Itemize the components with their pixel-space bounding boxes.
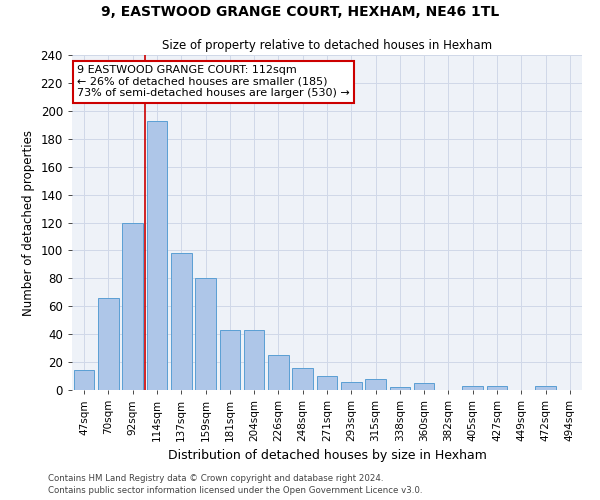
Bar — [220, 330, 240, 390]
Bar — [146, 120, 167, 390]
Bar — [122, 222, 143, 390]
Bar — [98, 298, 119, 390]
Title: Size of property relative to detached houses in Hexham: Size of property relative to detached ho… — [162, 40, 492, 52]
Y-axis label: Number of detached properties: Number of detached properties — [22, 130, 35, 316]
Text: 9, EASTWOOD GRANGE COURT, HEXHAM, NE46 1TL: 9, EASTWOOD GRANGE COURT, HEXHAM, NE46 1… — [101, 5, 499, 19]
Text: 9 EASTWOOD GRANGE COURT: 112sqm
← 26% of detached houses are smaller (185)
73% o: 9 EASTWOOD GRANGE COURT: 112sqm ← 26% of… — [77, 65, 350, 98]
Bar — [292, 368, 313, 390]
Bar — [414, 383, 434, 390]
Bar — [244, 330, 265, 390]
Bar — [463, 386, 483, 390]
Bar — [341, 382, 362, 390]
Bar — [389, 387, 410, 390]
Text: Contains HM Land Registry data © Crown copyright and database right 2024.
Contai: Contains HM Land Registry data © Crown c… — [48, 474, 422, 495]
Bar — [268, 355, 289, 390]
X-axis label: Distribution of detached houses by size in Hexham: Distribution of detached houses by size … — [167, 450, 487, 462]
Bar — [365, 379, 386, 390]
Bar — [195, 278, 216, 390]
Bar — [74, 370, 94, 390]
Bar — [317, 376, 337, 390]
Bar — [171, 253, 191, 390]
Bar — [487, 386, 508, 390]
Bar — [535, 386, 556, 390]
